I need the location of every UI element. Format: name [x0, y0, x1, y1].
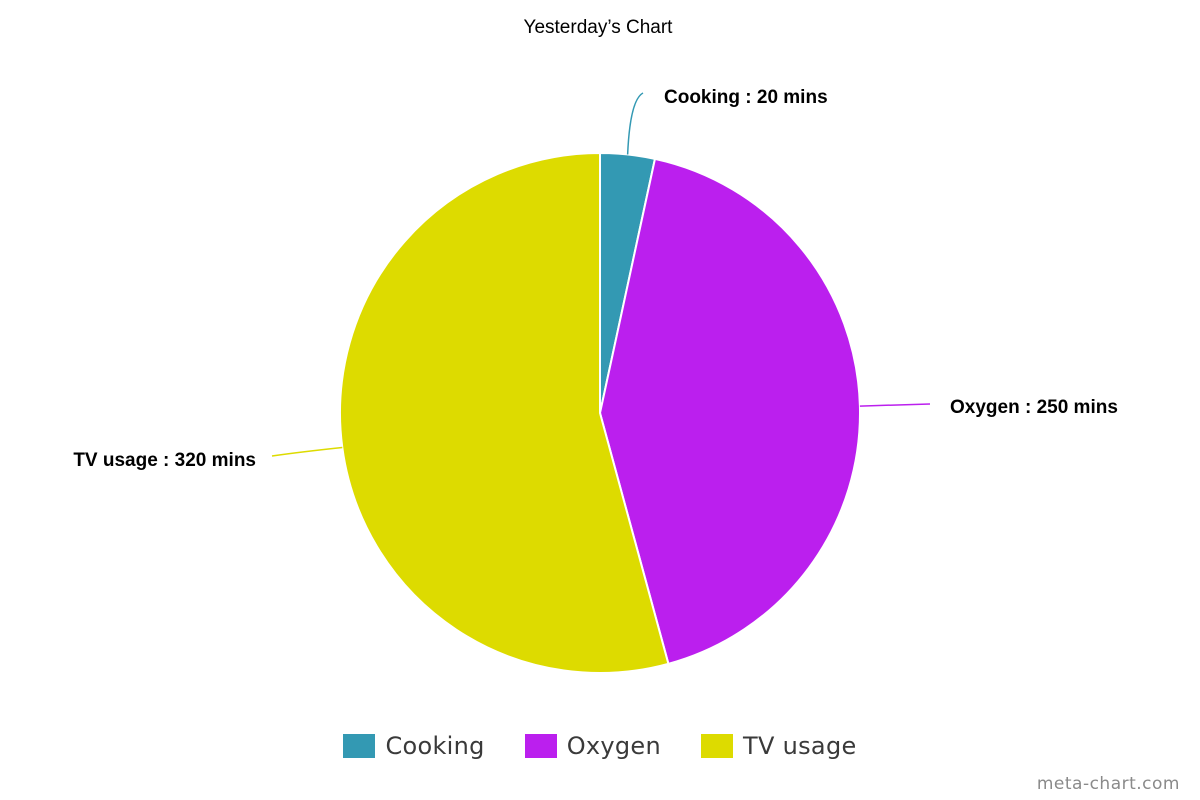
- data-label-cooking: Cooking : 20 mins: [664, 87, 828, 108]
- data-labels: Cooking : 20 mins Oxygen : 250 mins TV usa…: [73, 87, 1118, 471]
- legend-swatch-cooking: [343, 734, 376, 758]
- chart-title: Yesterday’s Chart: [524, 17, 674, 38]
- pie-slices: [339, 151, 861, 674]
- watermark: meta-chart.com: [1036, 774, 1180, 794]
- legend-label-oxygen: Oxygen: [566, 732, 662, 760]
- legend-swatch-oxygen: [524, 734, 557, 758]
- label-leader-lines: [271, 92, 931, 457]
- leader-line-oxygen: [859, 403, 931, 407]
- legend-swatch-tv-usage: [701, 734, 734, 758]
- data-label-oxygen: Oxygen : 250 mins: [950, 397, 1118, 418]
- legend: Cooking Oxygen TV usage: [0, 730, 1200, 762]
- data-label-tv-usage: TV usage : 320 mins: [73, 450, 256, 471]
- legend-label-tv-usage: TV usage: [743, 732, 857, 760]
- legend-label-cooking: Cooking: [385, 732, 485, 760]
- legend-item-oxygen[interactable]: Oxygen: [524, 732, 662, 760]
- leader-line-tv-usage: [271, 446, 343, 457]
- leader-line-cooking: [626, 92, 644, 155]
- legend-item-tv-usage[interactable]: TV usage: [701, 732, 857, 760]
- legend-item-cooking[interactable]: Cooking: [343, 732, 484, 760]
- pie-slice-tv-usage[interactable]: [339, 151, 670, 674]
